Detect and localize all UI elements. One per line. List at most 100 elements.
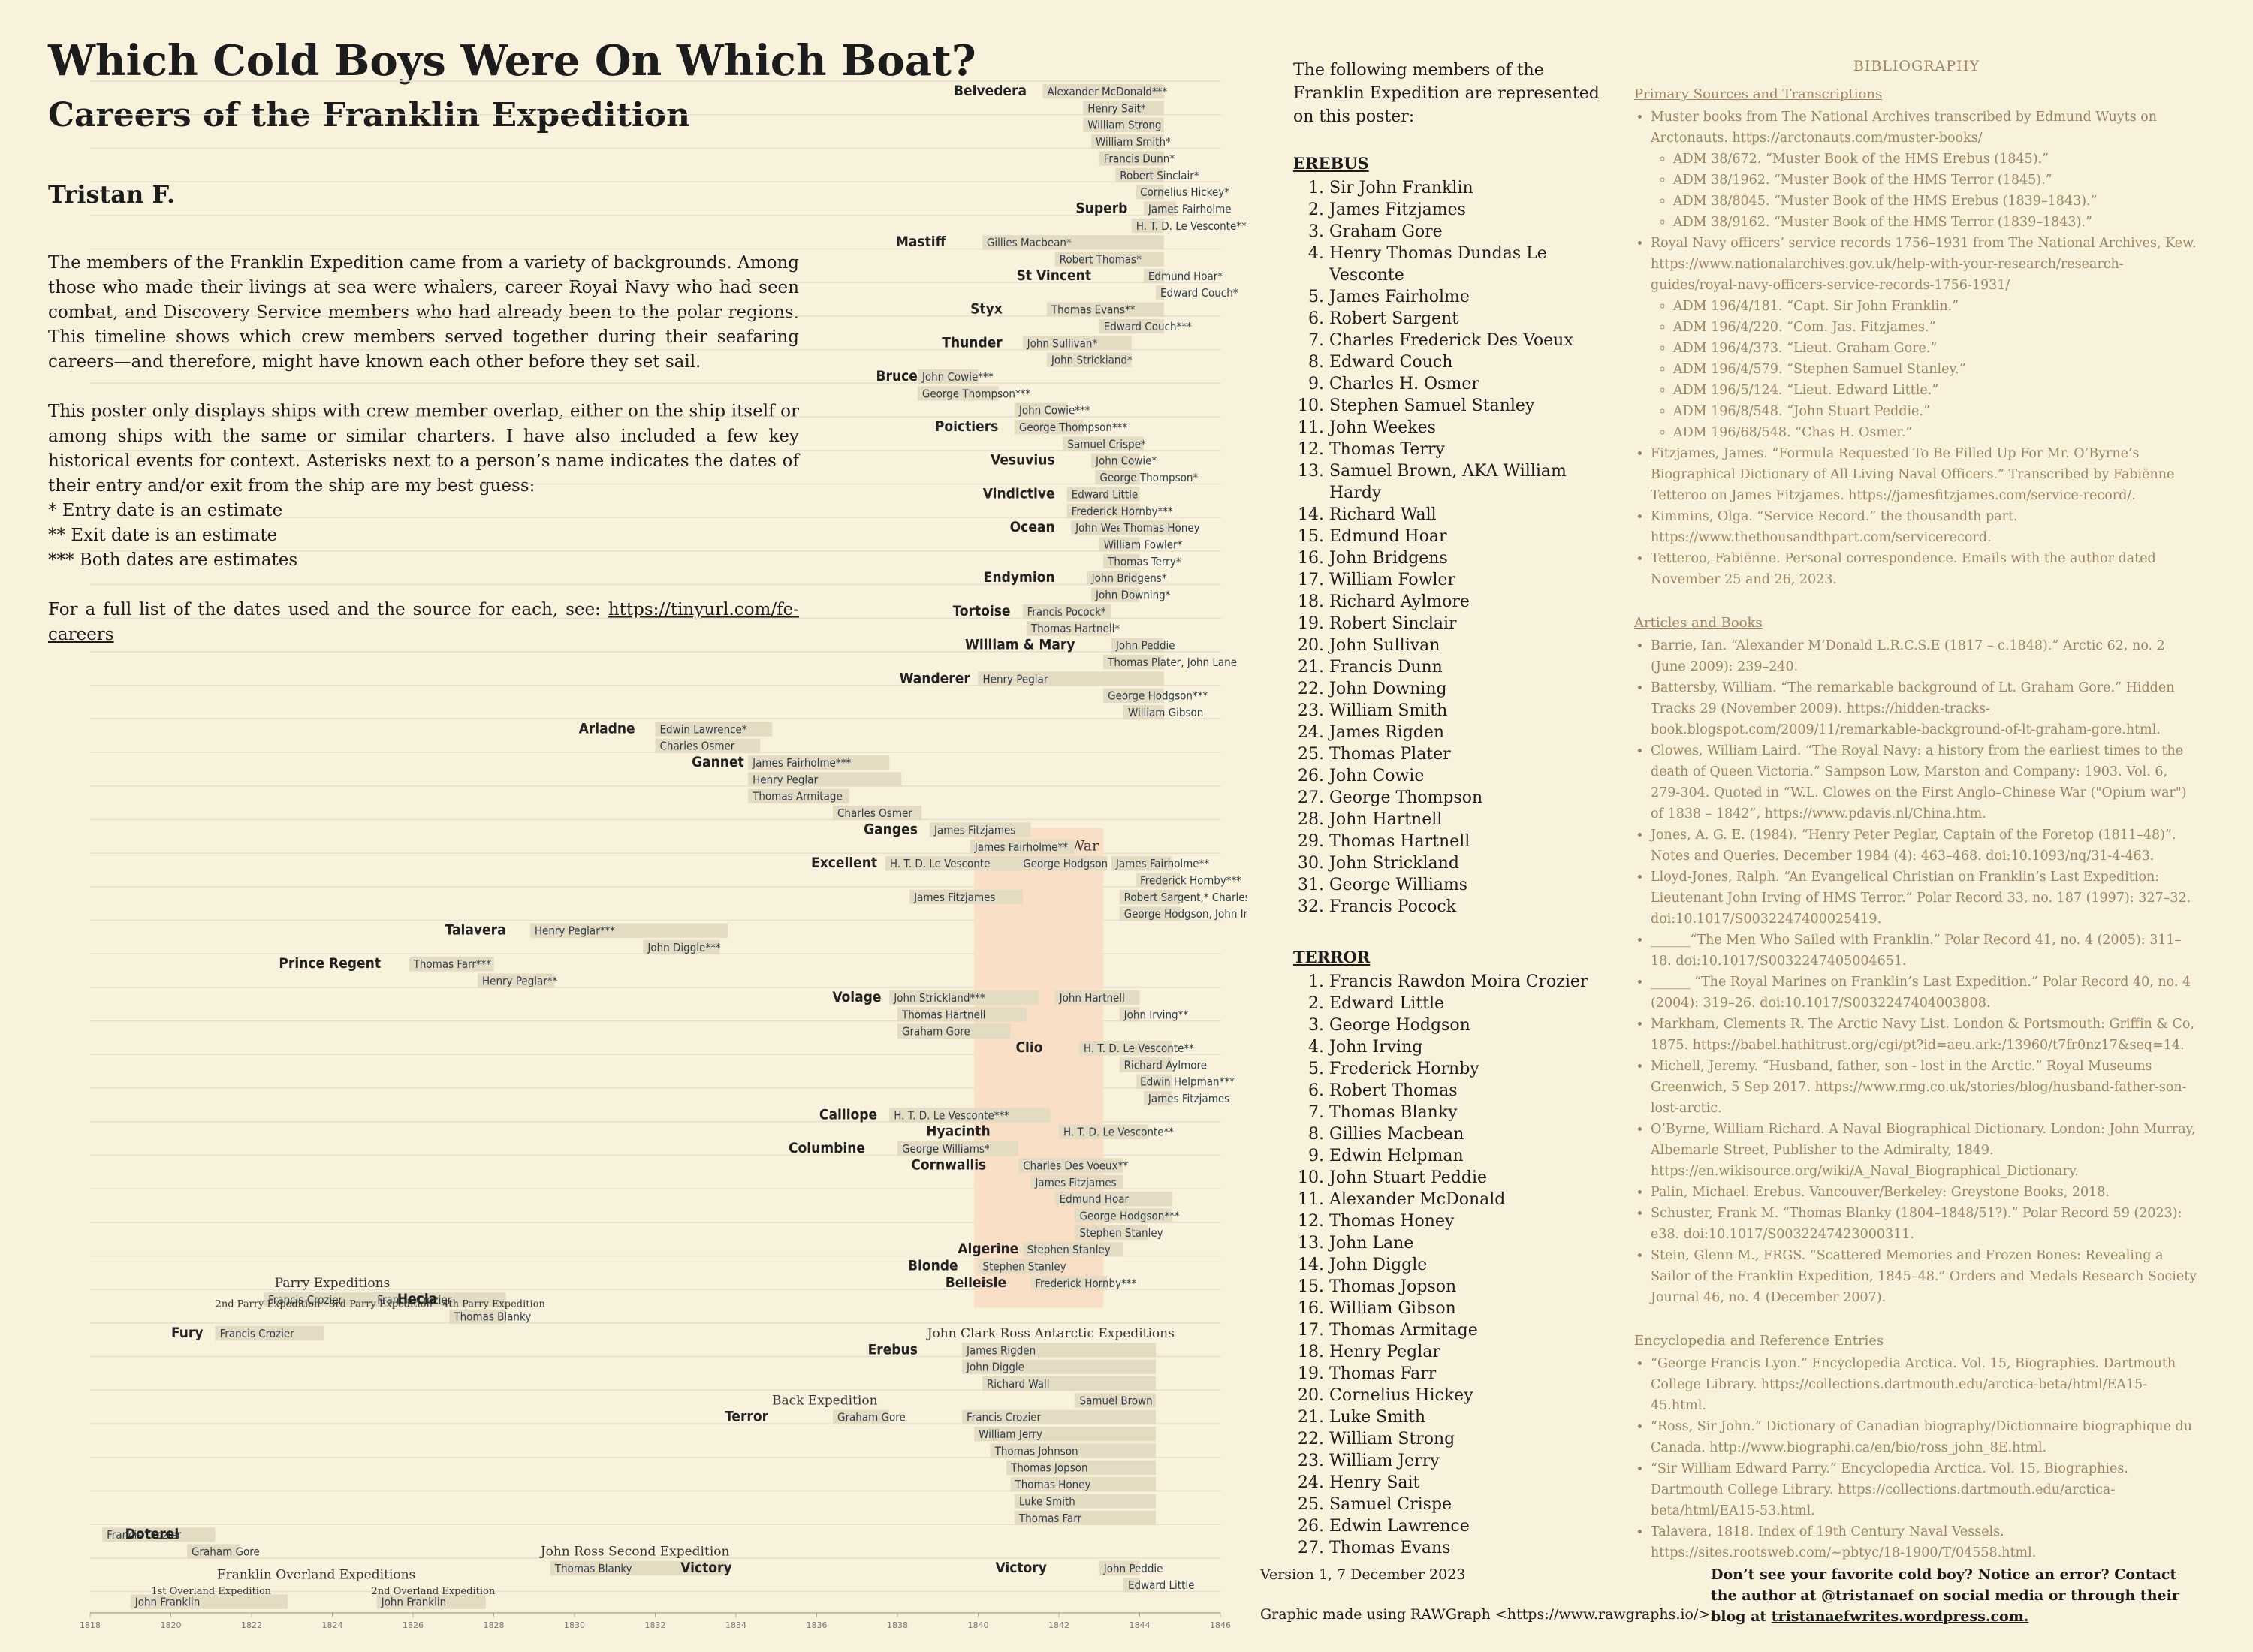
crew-label: Henry Sait* [1087, 101, 1146, 115]
career-bar [1119, 520, 1181, 535]
crew-label: Charles Des Voeux** [1023, 1159, 1128, 1172]
crew-label: Luke Smith [1019, 1494, 1075, 1508]
crew-label: Francis Pocock* [1027, 605, 1106, 619]
career-bar [1030, 1174, 1123, 1190]
full-list-link[interactable]: https://tinyurl.com/fe-careers [48, 600, 799, 644]
career-bar [655, 722, 773, 737]
career-bar [962, 1359, 1156, 1374]
ship-label: Fury [171, 1325, 203, 1341]
intro-paragraph-1: The members of the Franklin Expedition c… [48, 251, 799, 375]
erebus-crew-item-21: Francis Dunn [1329, 656, 1609, 678]
career-bar [978, 1259, 1059, 1274]
crew-label: Edward Little [1128, 1578, 1194, 1592]
career-bar [1059, 1124, 1148, 1140]
crew-label: John Irving** [1123, 1008, 1189, 1021]
ship-label: Clio [1016, 1039, 1043, 1056]
erebus-crew-item-13: Samuel Brown, AKA William Hardy [1329, 460, 1609, 504]
terror-crew-item-3: George Hodgson [1329, 1014, 1609, 1036]
ship-label: Ocean [1010, 519, 1055, 535]
x-axis-tick-label: 1824 [322, 1620, 343, 1630]
crew-label: Francis Crozier [220, 1327, 295, 1340]
crew-label: James Fitzjames [933, 823, 1015, 837]
crew-label: Stephen Stanley [1027, 1243, 1111, 1256]
bib-list: “George Francis Lyon.” Encyclopedia Arct… [1634, 1353, 2199, 1563]
career-bar [897, 1023, 1011, 1039]
bibliography: BIBLIOGRAPHY Primary Sources and Transcr… [1634, 56, 2199, 1563]
career-bar [1046, 352, 1132, 367]
terror-crew-item-21: Luke Smith [1329, 1406, 1609, 1428]
ship-label: Hecla [397, 1291, 437, 1307]
ship-label: Cornwallis [911, 1156, 986, 1173]
ship-label: William & Mary [965, 637, 1075, 653]
bib-entry: Markham, Clements R. The Arctic Navy Lis… [1651, 1014, 2199, 1056]
ship-label: Belleisle [946, 1274, 1006, 1291]
x-axis-tick-label: 1846 [1210, 1620, 1231, 1630]
poster-title: Which Cold Boys Were On Which Boat? [48, 36, 976, 86]
career-bar [1156, 285, 1164, 300]
terror-heading: TERROR [1293, 948, 1371, 966]
erebus-crew-item-17: William Fowler [1329, 569, 1609, 591]
terror-crew-item-11: Alexander McDonald [1329, 1189, 1609, 1210]
crew-label: Thomas Blanky [453, 1310, 531, 1324]
roster-lead: The following members of the Franklin Ex… [1293, 61, 1600, 126]
rawgraphs-link[interactable]: https://www.rawgraphs.io/ [1507, 1606, 1699, 1623]
bib-entry-text: Clowes, William Laird. “The Royal Navy: … [1651, 743, 2187, 821]
terror-crew-item-22: William Strong [1329, 1428, 1609, 1450]
career-bar [1103, 553, 1140, 569]
career-bar [1095, 470, 1140, 485]
expedition-annotation: Franklin Overland Expeditions [217, 1568, 416, 1583]
crew-label: George Hodgson*** [1108, 689, 1208, 703]
crew-label: Thomas Plater, John Lane [1107, 656, 1237, 669]
crew-label: William Jerry [979, 1427, 1042, 1441]
crew-label: John Peddie [1115, 639, 1175, 653]
career-bar [1091, 134, 1164, 149]
terror-crew-item-20: Cornelius Hickey [1329, 1385, 1609, 1406]
crew-label: Thomas Evans** [1051, 303, 1136, 317]
made-with-prefix: Graphic made using RAWGraph < [1260, 1606, 1507, 1623]
crew-label: Stephen Stanley [1080, 1226, 1163, 1240]
crew-label: John Cowie*** [1018, 404, 1090, 418]
career-bar [1136, 185, 1164, 200]
erebus-crew-item-26: John Cowie [1329, 765, 1609, 787]
career-bar [1119, 1007, 1140, 1022]
ship-label: Endymion [984, 569, 1055, 586]
career-bar [1143, 201, 1176, 216]
crew-label: Samuel Brown [1080, 1394, 1153, 1407]
ship-label: Vindictive [983, 485, 1055, 502]
bib-entry: Kimmins, Olga. “Service Record.” the tho… [1651, 506, 2199, 548]
bib-list: Barrie, Ian. “Alexander M’Donald L.R.C.S… [1634, 635, 2199, 1308]
career-bar [1022, 336, 1132, 351]
x-axis-tick-label: 1842 [1048, 1620, 1069, 1630]
career-bar [102, 1527, 216, 1542]
bib-entry-text: Palin, Michael. Erebus. Vancouver/Berkel… [1651, 1185, 2110, 1200]
career-bar [376, 1594, 486, 1609]
contact-text: Don’t see your favorite cold boy? Notice… [1711, 1566, 2179, 1625]
career-bar [1014, 402, 1067, 418]
career-bar [1066, 487, 1140, 502]
career-bar [1099, 1560, 1140, 1576]
bib-entry: “Sir William Edward Parry.” Encyclopedia… [1651, 1458, 2199, 1521]
crew-label: H. T. D. Le Vesconte** [1136, 219, 1247, 233]
crew-label: Francis Crozier [967, 1411, 1042, 1424]
terror-crew-item-15: Thomas Jopson [1329, 1276, 1609, 1298]
terror-crew-item-24: Henry Sait [1329, 1472, 1609, 1494]
career-bar [1136, 1074, 1172, 1089]
crew-label: Charles Osmer [660, 740, 735, 753]
expedition-annotation: Back Expedition [772, 1393, 878, 1408]
erebus-crew-item-27: George Thompson [1329, 787, 1609, 809]
career-bar [1091, 453, 1140, 469]
bib-entry-text: “Sir William Edward Parry.” Encyclopedia… [1651, 1461, 2128, 1518]
terror-crew-item-4: John Irving [1329, 1036, 1609, 1058]
crew-label: John Diggle*** [647, 941, 720, 954]
bib-entry-text: “Ross, Sir John.” Dictionary of Canadian… [1651, 1419, 2193, 1455]
ship-label: Ganges [864, 821, 918, 837]
ship-label: Tortoise [953, 603, 1011, 620]
crew-label: Robert Thomas* [1060, 253, 1142, 267]
erebus-crew-item-16: John Bridgens [1329, 547, 1609, 569]
ship-label: Gannet [692, 754, 744, 770]
terror-crew-item-13: John Lane [1329, 1232, 1609, 1254]
crew-label: Henry Peglar*** [535, 924, 615, 938]
crew-label: Henry Peglar [983, 672, 1048, 686]
blog-link[interactable]: tristanaefwrites.wordpress.com. [1771, 1608, 2029, 1625]
ship-label: Thunder [942, 334, 1003, 351]
